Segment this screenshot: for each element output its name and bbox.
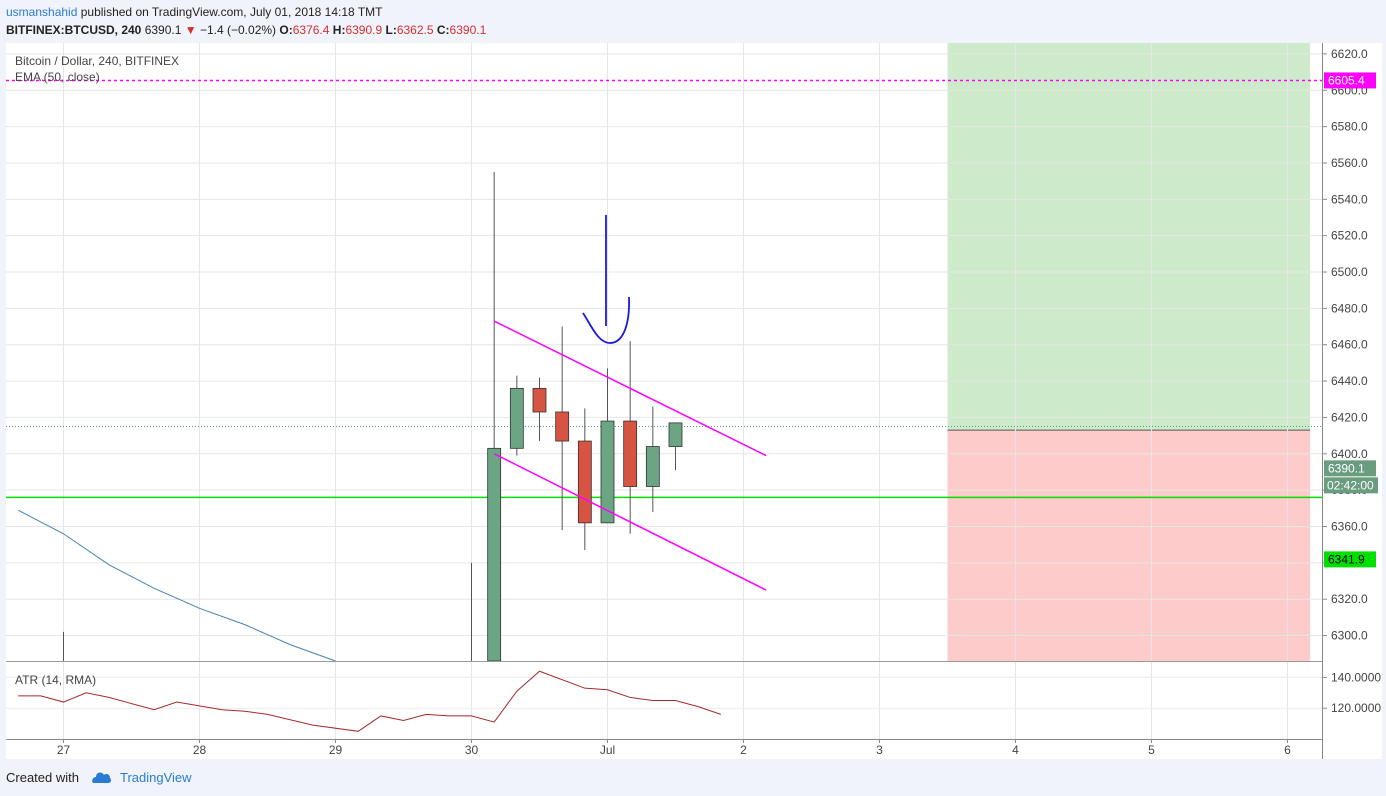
price-tick-label: 6560.0 <box>1331 156 1368 170</box>
trend-line[interactable] <box>493 320 767 457</box>
support-price-tag: 6341.9 <box>1328 552 1365 566</box>
last-price-tag: 6390.1 <box>1328 461 1365 475</box>
pair-legend[interactable]: Bitcoin / Dollar, 240, BITFINEX <box>15 54 180 68</box>
price-tick-label: 6500.0 <box>1331 265 1368 279</box>
price-tick-label: 6400.0 <box>1331 447 1368 461</box>
time-tick-label: 4 <box>1012 743 1019 757</box>
candle-down[interactable] <box>623 420 638 487</box>
price-tick-label: 6360.0 <box>1331 519 1368 533</box>
candle-down[interactable] <box>555 411 570 442</box>
close-label: C: <box>436 23 450 37</box>
chart-svg[interactable]: 6620.06600.06580.06560.06540.06520.06500… <box>6 43 1382 759</box>
countdown-tag: 02:42:00 <box>1327 478 1374 492</box>
atr-tick-label: 120.0000 <box>1331 701 1381 715</box>
candle-up[interactable] <box>487 447 502 662</box>
atr-tick-label: 140.0000 <box>1331 670 1381 684</box>
time-tick-label: 27 <box>57 743 71 757</box>
time-tick-label: Jul <box>600 743 615 757</box>
price-tick-label: 6420.0 <box>1331 410 1368 424</box>
publisher-text: published on TradingView.com, July 01, 2… <box>80 5 383 19</box>
last-price-tag-bg <box>1324 460 1376 477</box>
atr-legend[interactable]: ATR (14, RMA) <box>15 673 97 687</box>
alert-price-tag: 6605.4 <box>1328 73 1365 87</box>
price-tick-label: 6480.0 <box>1331 301 1368 315</box>
tradingview-cloud-icon <box>91 772 111 783</box>
candle-up[interactable] <box>600 420 615 524</box>
high-value: 6390.9 <box>345 23 383 37</box>
hand-drawn-arrow <box>582 215 630 344</box>
price-tick-label: 6460.0 <box>1331 338 1368 352</box>
time-tick-label: 3 <box>876 743 883 757</box>
time-tick-label: 29 <box>329 743 343 757</box>
tradingview-link[interactable]: TradingView <box>120 770 192 785</box>
publisher-line: usmanshahid published on TradingView.com… <box>6 5 382 19</box>
price-tick-label: 6440.0 <box>1331 374 1368 388</box>
candle-up[interactable] <box>509 387 524 449</box>
candle-down[interactable] <box>532 387 547 413</box>
ema-line <box>17 509 336 662</box>
price-change: −1.4 (−0.02%) <box>199 23 277 37</box>
close-value: 6390.1 <box>449 23 487 37</box>
arrow-head <box>582 296 630 344</box>
top-bar: usmanshahid published on TradingView.com… <box>0 0 1386 42</box>
time-tick-label: 30 <box>465 743 479 757</box>
low-label: L: <box>385 23 397 37</box>
alert-price-tag-bg <box>1324 72 1376 89</box>
price-tick-label: 6540.0 <box>1331 192 1368 206</box>
footer: Created with TradingView <box>6 770 192 785</box>
down-triangle-icon: ▼ <box>184 23 197 37</box>
time-tick-label: 6 <box>1284 743 1291 757</box>
high-label: H: <box>332 23 346 37</box>
created-with-label: Created with <box>6 770 79 785</box>
time-tick-label: 28 <box>193 743 207 757</box>
candle-up[interactable] <box>645 446 660 487</box>
price-tick-label: 6520.0 <box>1331 229 1368 243</box>
ema-legend[interactable]: EMA (50, close) <box>15 70 100 84</box>
stop-zone[interactable] <box>947 430 1311 661</box>
chart-area[interactable]: 6620.0 6600.0 6580.0 6560.0 6540.0 6520.0 6500… <box>6 43 1382 759</box>
open-value: 6376.4 <box>292 23 330 37</box>
time-tick-label: 2 <box>740 743 747 757</box>
price-tick-label: 6320.0 <box>1331 592 1368 606</box>
open-label: O: <box>279 23 293 37</box>
time-tick-label: 5 <box>1148 743 1155 757</box>
last-price: 6390.1 <box>144 23 182 37</box>
trend-line[interactable] <box>493 453 767 591</box>
countdown-tag-bg <box>1324 477 1378 494</box>
support-price-tag-bg <box>1324 551 1376 568</box>
publisher-user-link[interactable]: usmanshahid <box>6 5 78 19</box>
candle-up[interactable] <box>668 422 683 447</box>
price-tick-label: 6580.0 <box>1331 120 1368 134</box>
atr-line <box>18 670 721 732</box>
candle-down[interactable] <box>577 440 592 524</box>
target-zone[interactable] <box>947 43 1311 431</box>
ohlc-line: BITFINEX:BTCUSD, 240 6390.1 ▼ −1.4 (−0.0… <box>6 23 486 37</box>
symbol-label: BITFINEX:BTCUSD, 240 <box>6 23 142 37</box>
price-tick-label: 6620.0 <box>1331 47 1368 61</box>
price-tick-label: 6300.0 <box>1331 629 1368 643</box>
low-value: 6362.5 <box>396 23 434 37</box>
